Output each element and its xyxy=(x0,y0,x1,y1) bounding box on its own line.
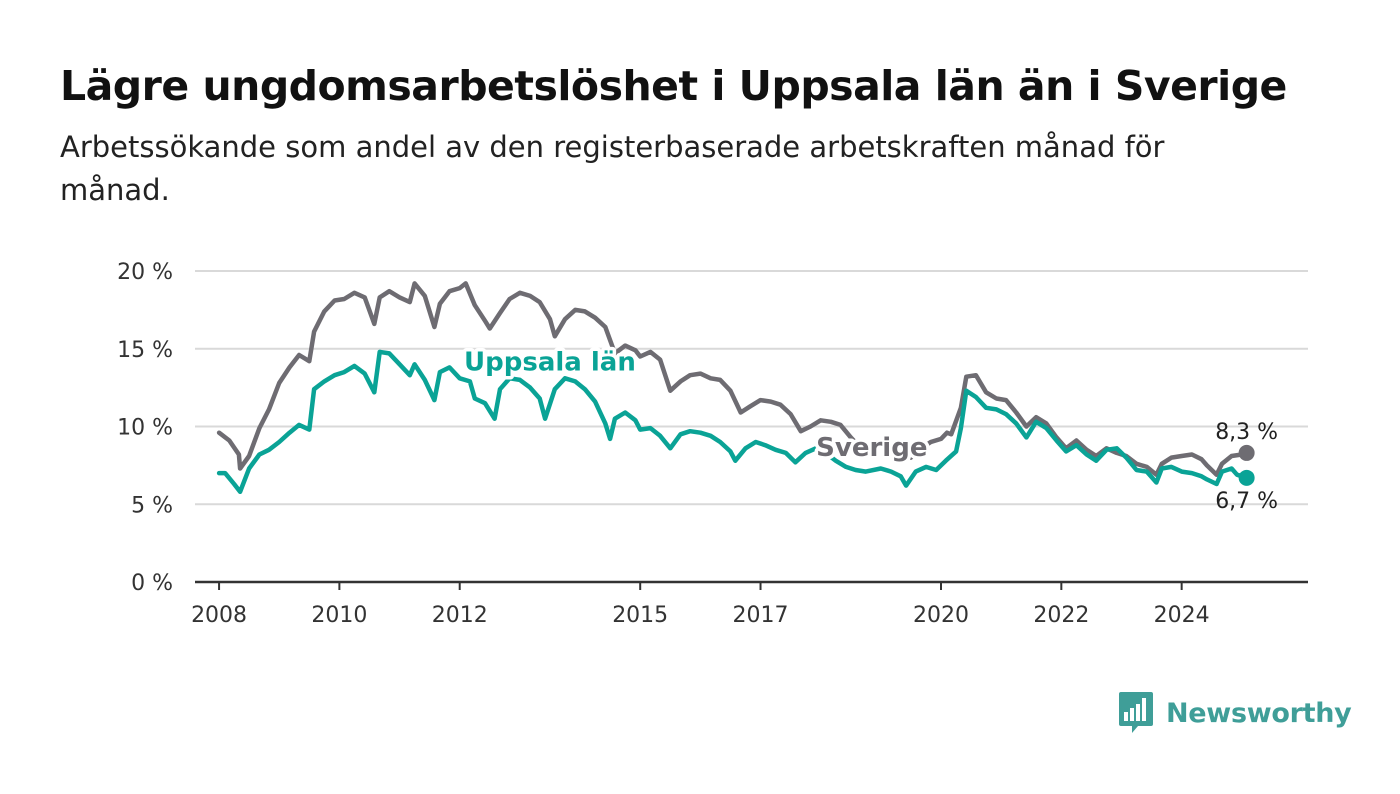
brand-name: Newsworthy xyxy=(1166,697,1352,729)
x-tick-label: 2008 xyxy=(191,603,247,628)
end-value-label-sverige: 8,3 % xyxy=(1215,420,1278,445)
bar-chart-icon xyxy=(1118,690,1154,736)
y-tick-label: 0 % xyxy=(131,571,173,596)
chart-subtitle: Arbetssökande som andel av den registerb… xyxy=(60,130,1165,207)
series-label-uppsala: Uppsala län xyxy=(464,348,636,378)
x-tick-label: 2015 xyxy=(612,603,668,628)
gridlines xyxy=(195,270,1308,506)
x-tick-label: 2024 xyxy=(1154,603,1210,628)
chart-title: Lägre ungdomsarbetslöshet i Uppsala län … xyxy=(60,62,1287,110)
end-point-sverige xyxy=(1238,444,1255,461)
x-axis: 2008 2010 2012 2015 2017 2020 2022 2024 xyxy=(191,580,1308,628)
x-tick-label: 2010 xyxy=(311,603,367,628)
end-value-label-uppsala: 6,7 % xyxy=(1215,489,1278,514)
y-tick-label: 10 % xyxy=(117,416,173,441)
x-tick-label: 2017 xyxy=(733,603,789,628)
end-point-uppsala xyxy=(1238,469,1255,486)
x-tick-label: 2020 xyxy=(913,603,969,628)
series-line-uppsala xyxy=(216,349,1249,495)
x-tick-label: 2022 xyxy=(1033,603,1089,628)
x-tick-label: 2012 xyxy=(432,603,488,628)
series-line-sverige xyxy=(216,281,1249,477)
y-tick-label: 5 % xyxy=(131,493,173,518)
series-label-sverige: Sverige xyxy=(816,433,927,463)
series-labels: 8,3 % Sverige 6,7 % Uppsala län xyxy=(461,344,1279,514)
newsworthy-logo: Newsworthy xyxy=(1118,690,1352,736)
series-lines xyxy=(216,281,1249,495)
y-tick-label: 20 % xyxy=(117,260,173,285)
y-axis-tick-labels: 0 % 5 % 10 % 15 % 20 % xyxy=(117,260,173,596)
y-tick-label: 15 % xyxy=(117,338,173,363)
